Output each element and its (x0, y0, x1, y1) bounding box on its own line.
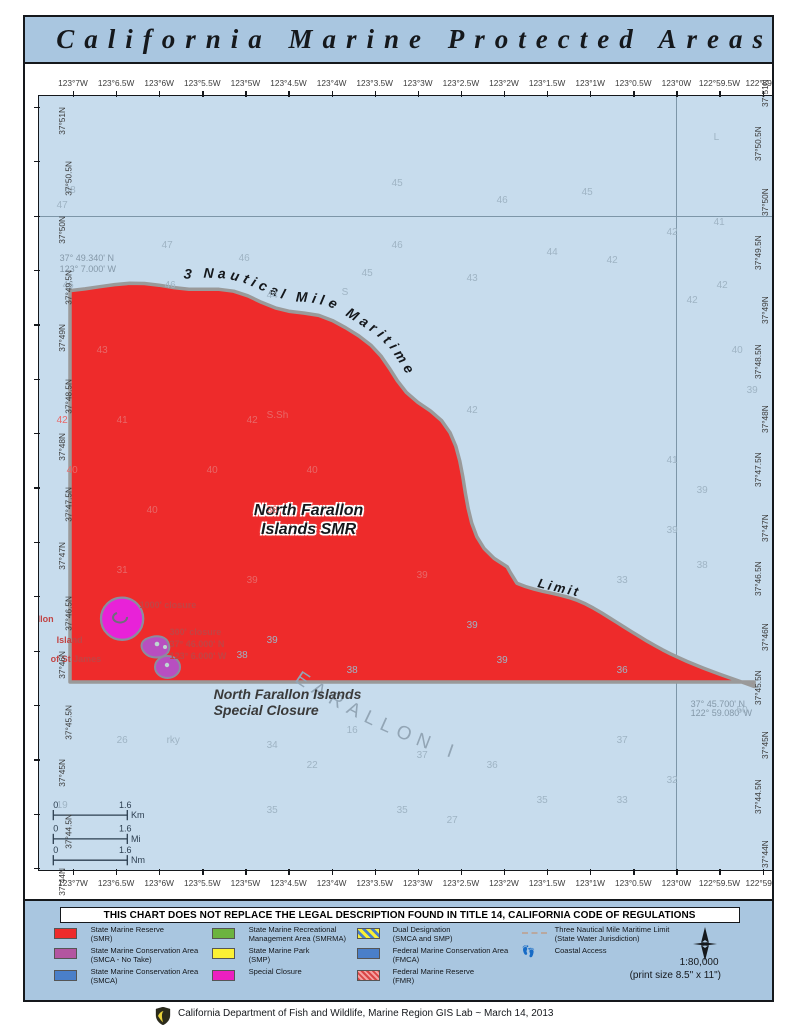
svg-text:0: 0 (53, 823, 58, 833)
svg-text:1.6: 1.6 (119, 845, 132, 855)
svg-text:1.6: 1.6 (119, 800, 132, 810)
svg-text:0: 0 (53, 845, 58, 855)
svg-text:Km: Km (131, 810, 145, 820)
svg-text:Mi: Mi (131, 833, 141, 843)
svg-text:1.6: 1.6 (119, 823, 132, 833)
svg-text:Nm: Nm (131, 855, 145, 865)
